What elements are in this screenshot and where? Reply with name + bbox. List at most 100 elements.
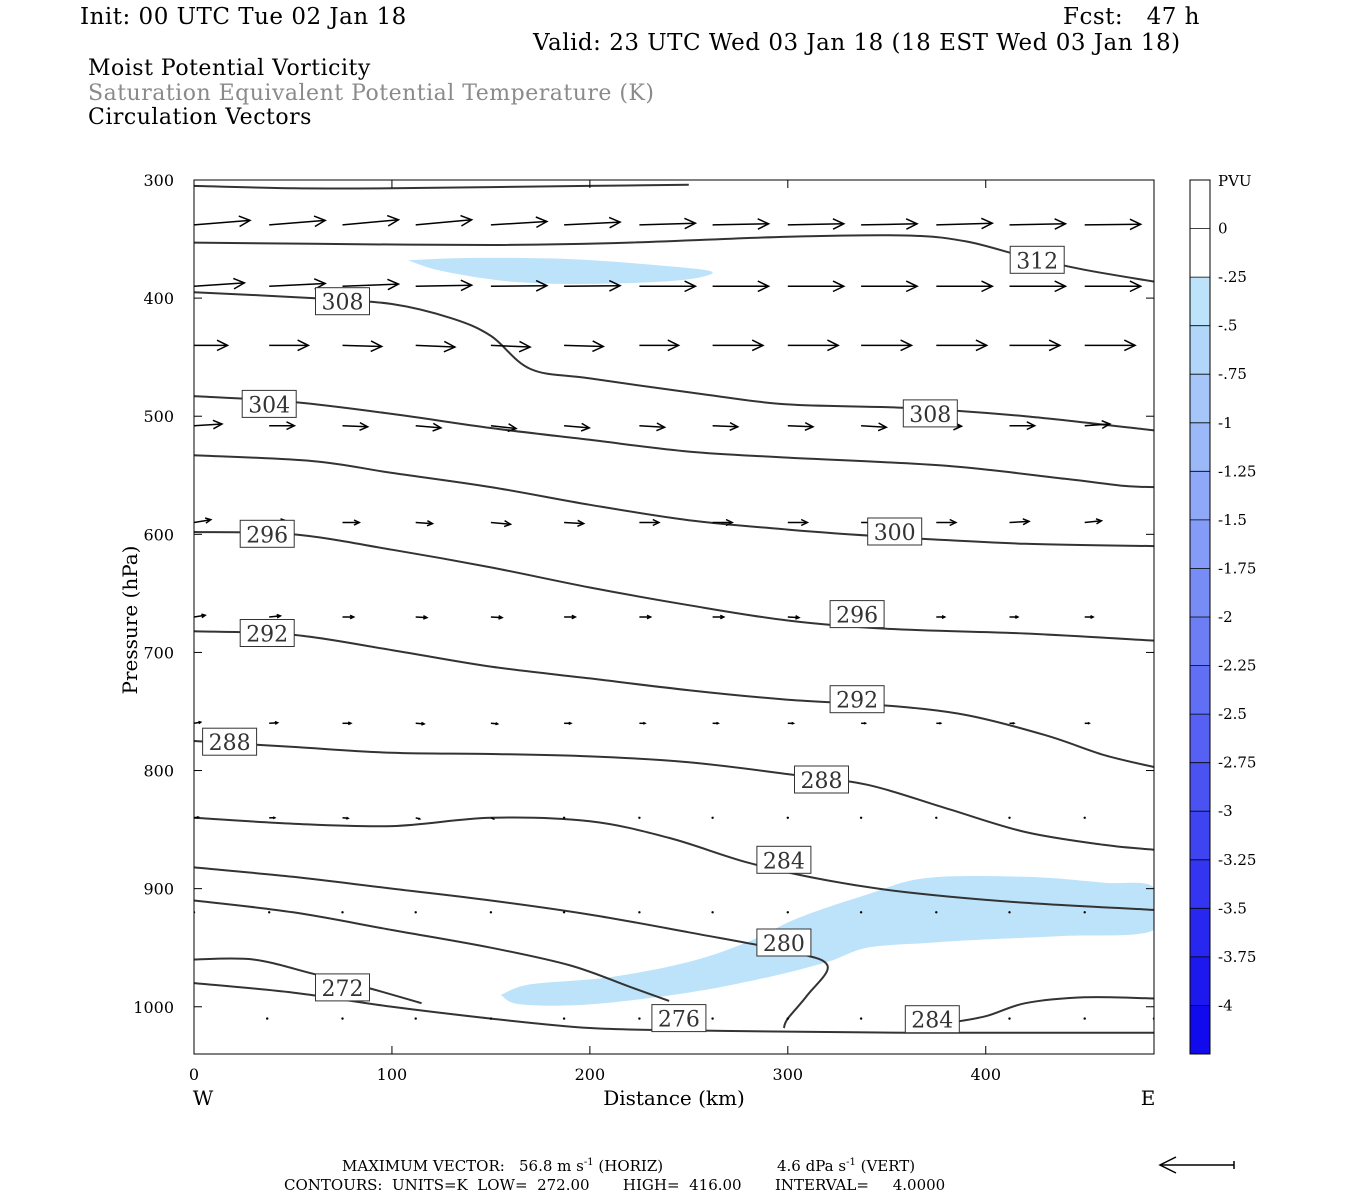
vector-shaft xyxy=(1009,223,1066,226)
contour-label-box xyxy=(315,287,370,316)
circulation-vector xyxy=(639,422,667,432)
circulation-vector xyxy=(269,613,283,619)
vector-head xyxy=(460,214,474,227)
circulation-vector xyxy=(787,339,840,352)
vector-shaft xyxy=(342,219,399,226)
contour-label-box xyxy=(756,845,812,874)
x-end-label-east: E xyxy=(1141,1086,1156,1110)
circulation-vector xyxy=(639,721,647,725)
colorbar-segment xyxy=(1190,762,1210,812)
vector-head xyxy=(423,615,429,620)
colorbar-segment xyxy=(1190,374,1210,424)
vector-dot xyxy=(859,1017,863,1020)
colorbar-tick-label: -2.25 xyxy=(1218,657,1256,675)
vector-head xyxy=(1129,280,1143,293)
circulation-vector xyxy=(414,911,417,914)
vector-head xyxy=(1026,421,1037,431)
mpv-shading xyxy=(407,257,1154,1006)
y-axis-label: Pressure (hPa) xyxy=(118,546,142,695)
vector-shaft xyxy=(564,424,590,429)
colorbar-segment xyxy=(1190,228,1210,278)
vector-shaft xyxy=(1084,223,1141,226)
colorbar-tick-label: -.5 xyxy=(1218,317,1237,335)
thetae-contour xyxy=(194,740,1154,851)
circulation-vector xyxy=(490,340,532,353)
colorbar-tick-label: -2 xyxy=(1218,608,1233,626)
circulation-vector xyxy=(342,816,350,820)
vector-dot xyxy=(1083,911,1086,914)
vector-head xyxy=(518,340,532,353)
circulation-vector xyxy=(1008,1017,1011,1020)
contour-label: 288 xyxy=(794,765,849,794)
vector-dot xyxy=(1008,911,1011,914)
vector-head xyxy=(1054,280,1068,293)
contour-label: 292 xyxy=(829,685,885,714)
vector-head xyxy=(1129,218,1143,231)
vector-head xyxy=(1054,218,1068,230)
circulation-vector xyxy=(562,816,566,819)
thetae-contour xyxy=(194,866,829,1029)
circulation-vector xyxy=(712,721,720,725)
contour-label: 288 xyxy=(202,727,258,756)
thetae-contour xyxy=(194,531,1154,642)
circulation-vector xyxy=(786,1017,789,1020)
circulation-vector xyxy=(415,279,474,292)
circulation-vector xyxy=(490,520,513,528)
vector-head xyxy=(729,421,740,431)
x-end-label-west: W xyxy=(193,1086,214,1110)
vector-shaft xyxy=(564,521,584,525)
vector-head xyxy=(492,817,496,820)
vector-head xyxy=(667,339,681,352)
colorbar-tick-label: -3.25 xyxy=(1218,851,1256,869)
colorbar-segment xyxy=(1190,956,1210,1006)
circulation-vector xyxy=(1008,816,1011,819)
circulation-vector xyxy=(194,815,201,819)
circulation-vector xyxy=(564,614,578,620)
vector-dot xyxy=(266,1017,269,1020)
contour-label-box xyxy=(239,619,295,647)
vector-shaft xyxy=(415,344,455,348)
circulation-vector xyxy=(786,816,789,819)
vector-head xyxy=(1048,339,1062,352)
vector-head xyxy=(421,721,426,726)
circulation-vector xyxy=(269,215,327,228)
vector-head xyxy=(1123,339,1137,352)
colorbar-tick-label: -3 xyxy=(1218,802,1233,820)
circulation-vector xyxy=(936,217,995,230)
vector-head xyxy=(347,721,353,726)
thetae-contour xyxy=(194,454,1154,548)
vector-shaft xyxy=(490,424,517,430)
vector-dot xyxy=(268,911,271,914)
vector-head xyxy=(795,615,801,620)
vector-head xyxy=(535,279,549,292)
y-tick-label: 700 xyxy=(143,643,174,662)
colorbar-segment xyxy=(1190,714,1210,764)
circulation-vector xyxy=(1083,911,1086,914)
circulation-vector xyxy=(490,423,518,433)
contour-label-box xyxy=(756,928,812,957)
vector-dot xyxy=(638,911,641,914)
circulation-vector xyxy=(269,720,280,725)
circulation-vector xyxy=(639,280,698,293)
circulation-vector xyxy=(1009,421,1037,431)
vector-shaft xyxy=(490,521,511,525)
circulation-vector xyxy=(564,279,622,292)
vector-head xyxy=(370,340,384,353)
vector-head xyxy=(212,419,224,430)
colorbar-tick-label: -1.5 xyxy=(1218,511,1247,529)
circulation-vector xyxy=(342,519,362,526)
y-tick-label: 800 xyxy=(143,762,174,781)
circulation-vector xyxy=(935,816,938,819)
circulation-vector xyxy=(639,217,698,230)
circulation-vector xyxy=(861,721,868,725)
vector-head xyxy=(980,217,995,230)
vector-head xyxy=(353,519,362,526)
circulation-vector xyxy=(194,613,207,619)
vector-head xyxy=(975,339,989,352)
circulation-vector xyxy=(194,339,230,352)
circulation-vector xyxy=(1084,721,1091,725)
contour-label-box xyxy=(315,973,370,1002)
vector-head xyxy=(1087,721,1091,725)
vector-head xyxy=(297,339,311,352)
x-tick-label: 0 xyxy=(189,1065,199,1084)
